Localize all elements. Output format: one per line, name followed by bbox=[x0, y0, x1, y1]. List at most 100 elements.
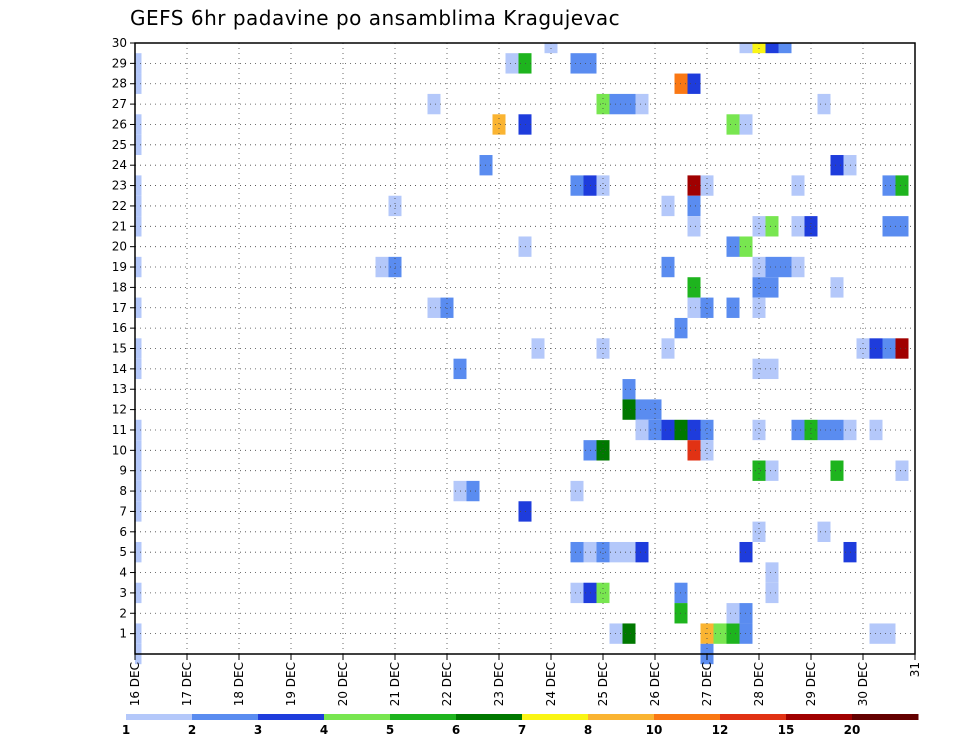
chart-title: GEFS 6hr padavine po ansamblima Kragujev… bbox=[130, 6, 621, 30]
heatmap-cell bbox=[791, 216, 805, 237]
x-tick-label: 31 bbox=[908, 662, 922, 677]
heatmap-cell bbox=[622, 399, 636, 420]
heatmap-cell bbox=[752, 256, 766, 278]
y-tick-label: 15 bbox=[112, 342, 127, 356]
heatmap-cell bbox=[765, 216, 779, 237]
heatmap-cell bbox=[895, 338, 909, 359]
heatmap-cell bbox=[830, 277, 844, 298]
y-ticks: 1234567891011121314151617181920212223242… bbox=[112, 36, 135, 641]
heatmap-cell bbox=[700, 175, 714, 196]
heatmap-cell bbox=[596, 175, 610, 196]
legend-swatch bbox=[126, 714, 193, 720]
y-tick-label: 13 bbox=[112, 382, 127, 396]
heatmap-cell bbox=[635, 93, 649, 115]
x-tick-label: 28 DEC bbox=[752, 662, 766, 706]
heatmap-cell bbox=[661, 419, 675, 441]
legend-label: 3 bbox=[254, 723, 262, 737]
heatmap-cell bbox=[505, 53, 519, 74]
heatmap-cell bbox=[726, 603, 740, 624]
heatmap-cell bbox=[726, 623, 740, 644]
heatmap-cell bbox=[817, 419, 831, 441]
legend-label: 4 bbox=[320, 723, 328, 737]
legend-label: 15 bbox=[778, 723, 795, 737]
y-tick-label: 21 bbox=[112, 219, 127, 233]
y-tick-label: 1 bbox=[119, 627, 127, 641]
x-tick-label: 19 DEC bbox=[284, 662, 298, 706]
heatmap-cell bbox=[635, 419, 649, 441]
heatmap-cell bbox=[752, 521, 766, 542]
y-tick-label: 3 bbox=[119, 586, 127, 600]
y-tick-label: 9 bbox=[119, 464, 127, 478]
x-tick-label: 29 DEC bbox=[804, 662, 818, 706]
heatmap-cell bbox=[135, 501, 142, 522]
y-tick-label: 20 bbox=[112, 240, 127, 254]
heatmap-cell bbox=[622, 93, 636, 115]
legend-label: 8 bbox=[584, 723, 592, 737]
heatmap-cell bbox=[135, 114, 142, 135]
heatmap-cell bbox=[752, 419, 766, 441]
heatmap-cell bbox=[726, 297, 740, 318]
heatmap-cell bbox=[752, 297, 766, 318]
heatmap-cell bbox=[596, 93, 610, 115]
legend-swatch bbox=[390, 714, 457, 720]
heatmap-cell bbox=[135, 53, 142, 74]
heatmap-cell bbox=[135, 216, 142, 237]
legend-swatch bbox=[192, 714, 259, 720]
y-tick-label: 6 bbox=[119, 525, 127, 539]
heatmap-cell bbox=[440, 297, 454, 318]
y-tick-label: 17 bbox=[112, 301, 127, 315]
heatmap-cell bbox=[765, 562, 779, 583]
heatmap-cell bbox=[135, 480, 142, 502]
x-tick-label: 18 DEC bbox=[232, 662, 246, 706]
heatmap-cell bbox=[135, 623, 142, 644]
heatmap-cell bbox=[135, 297, 142, 318]
heatmap-cell bbox=[622, 541, 636, 563]
y-tick-label: 2 bbox=[119, 606, 127, 620]
heatmap-cell bbox=[882, 175, 896, 196]
legend-swatch bbox=[588, 714, 655, 720]
heatmap-cell bbox=[570, 480, 584, 502]
x-tick-label: 30 DEC bbox=[856, 662, 870, 706]
heatmap-cell bbox=[765, 358, 779, 380]
heatmap-cell bbox=[895, 175, 909, 196]
heatmap-cell bbox=[791, 419, 805, 441]
heatmap-cell bbox=[895, 460, 909, 481]
legend-label: 10 bbox=[646, 723, 663, 737]
y-tick-label: 23 bbox=[112, 179, 127, 193]
heatmap-cell bbox=[531, 338, 545, 359]
legend-label: 5 bbox=[386, 723, 394, 737]
heatmap-cell bbox=[817, 521, 831, 542]
heatmap-cell bbox=[726, 114, 740, 135]
heatmap-cell bbox=[687, 195, 701, 217]
legend-label: 12 bbox=[712, 723, 729, 737]
heatmap-cell bbox=[830, 155, 844, 176]
y-tick-label: 4 bbox=[119, 566, 127, 580]
heatmap-cell bbox=[765, 277, 779, 298]
heatmap-cell bbox=[596, 440, 610, 461]
heatmap-cell bbox=[570, 582, 584, 604]
heatmap-cell bbox=[882, 623, 896, 644]
legend-swatch bbox=[720, 714, 787, 720]
legend-swatch bbox=[324, 714, 391, 720]
heatmap-cell bbox=[135, 338, 142, 359]
heatmap-cell bbox=[135, 419, 142, 441]
heatmap-cell bbox=[427, 93, 441, 115]
heatmap-cell bbox=[687, 216, 701, 237]
y-tick-label: 28 bbox=[112, 77, 127, 91]
heatmap-cell bbox=[135, 541, 142, 563]
legend-label: 1 bbox=[122, 723, 130, 737]
heatmap-cell bbox=[765, 460, 779, 481]
heatmap-cell bbox=[466, 480, 480, 502]
y-tick-label: 25 bbox=[112, 138, 127, 152]
heatmap-cell bbox=[817, 93, 831, 115]
y-tick-label: 30 bbox=[112, 36, 127, 50]
heatmap-cell bbox=[895, 216, 909, 237]
heatmap-cell bbox=[830, 460, 844, 481]
x-tick-label: 20 DEC bbox=[336, 662, 350, 706]
heatmap-cell bbox=[726, 236, 740, 257]
x-tick-label: 23 DEC bbox=[492, 662, 506, 706]
x-tick-label: 26 DEC bbox=[648, 662, 662, 706]
y-tick-label: 10 bbox=[112, 443, 127, 457]
heatmap-cell bbox=[700, 440, 714, 461]
y-tick-label: 8 bbox=[119, 484, 127, 498]
